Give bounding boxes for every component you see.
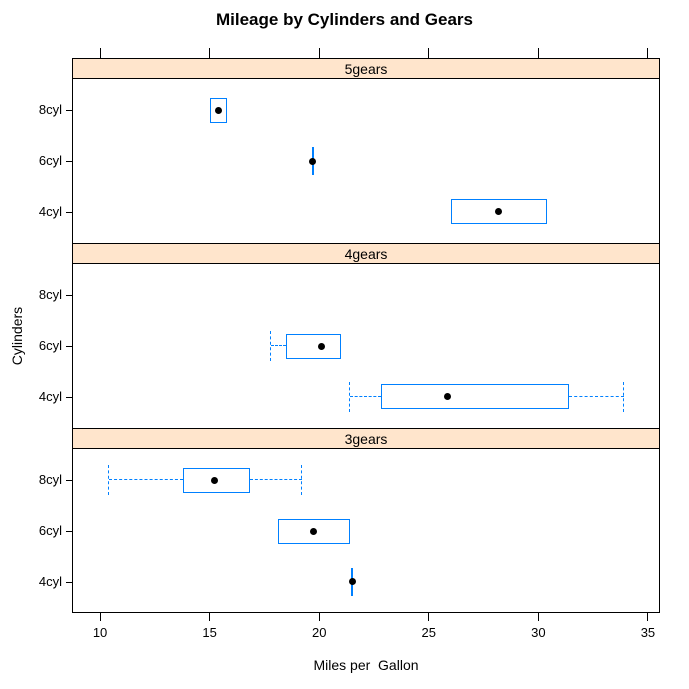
- upper-whisker-cap: [623, 381, 625, 412]
- plot-border: [72, 58, 660, 613]
- row-label: 4cyl: [38, 388, 62, 404]
- row-label: 4cyl: [38, 573, 62, 589]
- y-axis-title: Cylinders: [9, 306, 25, 365]
- row-label: 6cyl: [38, 338, 62, 353]
- x-axis-top-tick: [537, 48, 539, 58]
- y-axis-row-tick: [66, 295, 72, 297]
- y-axis-row-tick: [66, 581, 72, 583]
- x-axis-top-tick: [99, 48, 101, 58]
- y-axis-row-tick: [66, 161, 72, 162]
- x-axis-top-tick: [318, 48, 320, 58]
- box: [183, 467, 251, 493]
- row-label: 4cyl: [38, 203, 62, 219]
- x-axis-tick-label: 15: [202, 625, 217, 640]
- x-axis-tick-label: 30: [531, 625, 546, 640]
- y-axis-row-tick: [66, 396, 72, 398]
- y-axis-row-tick: [66, 110, 72, 112]
- y-axis-row-tick: [66, 346, 72, 347]
- panel-strip: 5gears: [72, 58, 660, 79]
- lower-whisker: [349, 396, 381, 398]
- upper-whisker: [569, 396, 624, 398]
- median-dot: [443, 393, 451, 401]
- y-axis-row-tick: [66, 480, 72, 482]
- lower-whisker: [270, 345, 287, 347]
- lower-whisker-cap: [108, 465, 110, 496]
- box: [380, 384, 570, 410]
- x-axis-tick-label: 35: [640, 625, 656, 640]
- y-axis-row-tick: [66, 211, 72, 213]
- median-dot: [309, 157, 317, 165]
- x-axis-bottom-tick: [209, 613, 211, 621]
- row-label: 8cyl: [38, 102, 62, 118]
- x-axis-tick-label: 20: [311, 625, 327, 640]
- y-axis-row-tick: [66, 531, 72, 532]
- row-label: 6cyl: [38, 153, 62, 168]
- median-dot: [310, 527, 318, 535]
- x-axis-bottom-tick: [428, 613, 430, 621]
- x-axis-bottom-tick: [647, 613, 649, 621]
- box: [277, 518, 350, 544]
- figure-title: Mileage by Cylinders and Gears: [216, 10, 473, 29]
- lower-whisker: [108, 479, 184, 481]
- box: [209, 97, 228, 123]
- upper-whisker: [250, 479, 302, 481]
- median-dot: [348, 578, 356, 586]
- panel-strip: 4gears: [72, 243, 660, 264]
- upper-whisker-cap: [300, 465, 302, 496]
- panel-strip: 3gears: [72, 428, 660, 449]
- median-dot: [210, 476, 218, 484]
- x-axis-bottom-tick: [318, 613, 320, 621]
- x-axis-bottom-tick: [537, 613, 539, 621]
- x-axis-tick-label: 10: [92, 625, 108, 640]
- x-axis-tick-label: 25: [421, 625, 437, 640]
- x-axis-top-tick: [209, 48, 211, 58]
- row-label: 8cyl: [38, 472, 62, 488]
- median-dot: [214, 106, 222, 114]
- box: [450, 199, 548, 225]
- box: [286, 333, 342, 359]
- x-axis-title: Miles per Gallon: [313, 657, 419, 673]
- median-dot: [317, 342, 325, 350]
- lower-whisker-cap: [270, 331, 272, 361]
- lower-whisker-cap: [349, 381, 351, 412]
- row-label: 6cyl: [38, 523, 62, 538]
- median-dot: [495, 208, 503, 216]
- x-axis-top-tick: [647, 48, 649, 58]
- x-axis-top-tick: [428, 48, 430, 58]
- row-label: 8cyl: [38, 287, 62, 303]
- x-axis-bottom-tick: [99, 613, 101, 621]
